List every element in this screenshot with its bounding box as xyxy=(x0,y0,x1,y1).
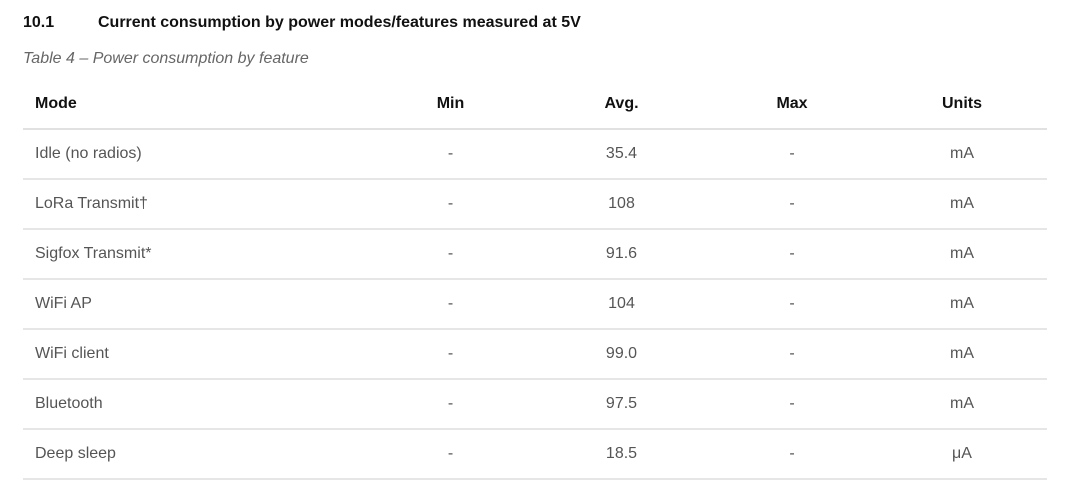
section-title: Current consumption by power modes/featu… xyxy=(98,14,581,31)
units-cell: mA xyxy=(877,229,1047,280)
units-cell: mA xyxy=(877,279,1047,330)
max-cell: - xyxy=(707,429,877,480)
min-cell: - xyxy=(365,179,536,230)
avg-cell: 108 xyxy=(536,179,707,230)
units-cell: mA xyxy=(877,379,1047,430)
table-row: LoRa Transmit† - 108 - mA xyxy=(23,179,1047,230)
table-row: Idle (no radios) - 35.4 - mA xyxy=(23,129,1047,180)
avg-cell: 99.0 xyxy=(536,329,707,380)
mode-cell: Deep sleep xyxy=(23,429,365,480)
max-cell: - xyxy=(707,279,877,330)
max-cell: - xyxy=(707,129,877,180)
mode-cell: Bluetooth xyxy=(23,379,365,430)
units-cell: mA xyxy=(877,179,1047,230)
max-cell: - xyxy=(707,179,877,230)
avg-cell: 97.5 xyxy=(536,379,707,430)
units-cell: mA xyxy=(877,129,1047,180)
table-row: Deep sleep - 18.5 - μA xyxy=(23,429,1047,480)
column-header-max: Max xyxy=(707,79,877,130)
avg-cell: 91.6 xyxy=(536,229,707,280)
avg-cell: 104 xyxy=(536,279,707,330)
max-cell: - xyxy=(707,379,877,430)
units-cell: μA xyxy=(877,429,1047,480)
min-cell: - xyxy=(365,329,536,380)
max-cell: - xyxy=(707,229,877,280)
mode-cell: Idle (no radios) xyxy=(23,129,365,180)
avg-cell: 35.4 xyxy=(536,129,707,180)
min-cell: - xyxy=(365,279,536,330)
table-caption: Table 4 – Power consumption by feature xyxy=(23,50,309,67)
mode-cell: WiFi client xyxy=(23,329,365,380)
column-header-min: Min xyxy=(365,79,536,130)
column-header-units: Units xyxy=(877,79,1047,130)
section-number: 10.1 xyxy=(23,14,55,31)
min-cell: - xyxy=(365,129,536,180)
column-header-mode: Mode xyxy=(23,79,365,130)
mode-cell: LoRa Transmit† xyxy=(23,179,365,230)
section-heading: 10.1 Current consumption by power modes/… xyxy=(23,13,581,33)
mode-cell: Sigfox Transmit* xyxy=(23,229,365,280)
min-cell: - xyxy=(365,429,536,480)
table-row: Sigfox Transmit* - 91.6 - mA xyxy=(23,229,1047,280)
table-row: WiFi client - 99.0 - mA xyxy=(23,329,1047,380)
column-header-avg: Avg. xyxy=(536,79,707,130)
avg-cell: 18.5 xyxy=(536,429,707,480)
min-cell: - xyxy=(365,229,536,280)
table-row: WiFi AP - 104 - mA xyxy=(23,279,1047,330)
table-header-row: Mode Min Avg. Max Units xyxy=(23,79,1047,130)
max-cell: - xyxy=(707,329,877,380)
mode-cell: WiFi AP xyxy=(23,279,365,330)
min-cell: - xyxy=(365,379,536,430)
units-cell: mA xyxy=(877,329,1047,380)
power-consumption-table: Mode Min Avg. Max Units Idle (no radios)… xyxy=(23,79,1047,480)
table-row: Bluetooth - 97.5 - mA xyxy=(23,379,1047,430)
